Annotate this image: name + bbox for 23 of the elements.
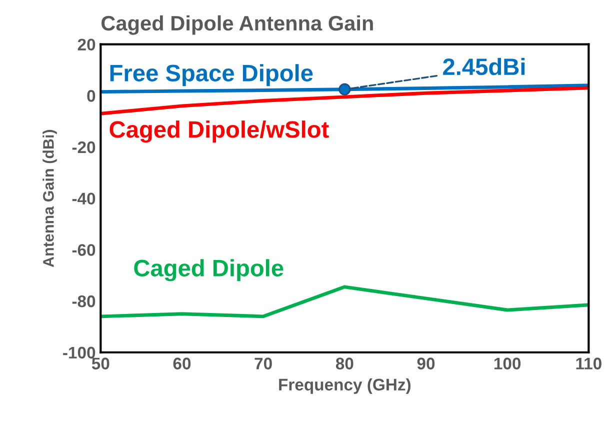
y-axis-title: Antenna Gain (dBi) bbox=[42, 130, 57, 268]
x-tick-label: 70 bbox=[254, 358, 272, 370]
x-tick-label: 110 bbox=[576, 358, 602, 370]
y-tick-label: 20 bbox=[78, 38, 96, 51]
line-series bbox=[100, 285, 589, 318]
y-tick-label: -60 bbox=[72, 244, 96, 256]
x-tick-label: 100 bbox=[494, 358, 521, 370]
chart-title: Caged Dipole Antenna Gain bbox=[102, 15, 373, 35]
x-tick-label: 90 bbox=[417, 358, 435, 370]
annotation: 2.45dBi bbox=[443, 58, 525, 76]
series-label: Free Space Dipole bbox=[110, 64, 313, 86]
x-tick-label: 50 bbox=[92, 358, 110, 370]
y-tick-label: -80 bbox=[72, 295, 96, 308]
x-tick-label: 80 bbox=[336, 358, 354, 370]
y-tick-label: -100 bbox=[63, 346, 96, 359]
x-tick-label: 60 bbox=[173, 358, 191, 370]
y-tick-label: -40 bbox=[72, 192, 96, 205]
series-label: Caged Dipole/wSlot bbox=[110, 120, 329, 143]
line-series bbox=[100, 86, 589, 116]
y-tick-label: 0 bbox=[87, 90, 96, 102]
x-axis-title: Frequency (GHz) bbox=[279, 378, 410, 394]
y-tick-label: -20 bbox=[72, 141, 96, 154]
series-label: Caged Dipole bbox=[134, 259, 284, 282]
